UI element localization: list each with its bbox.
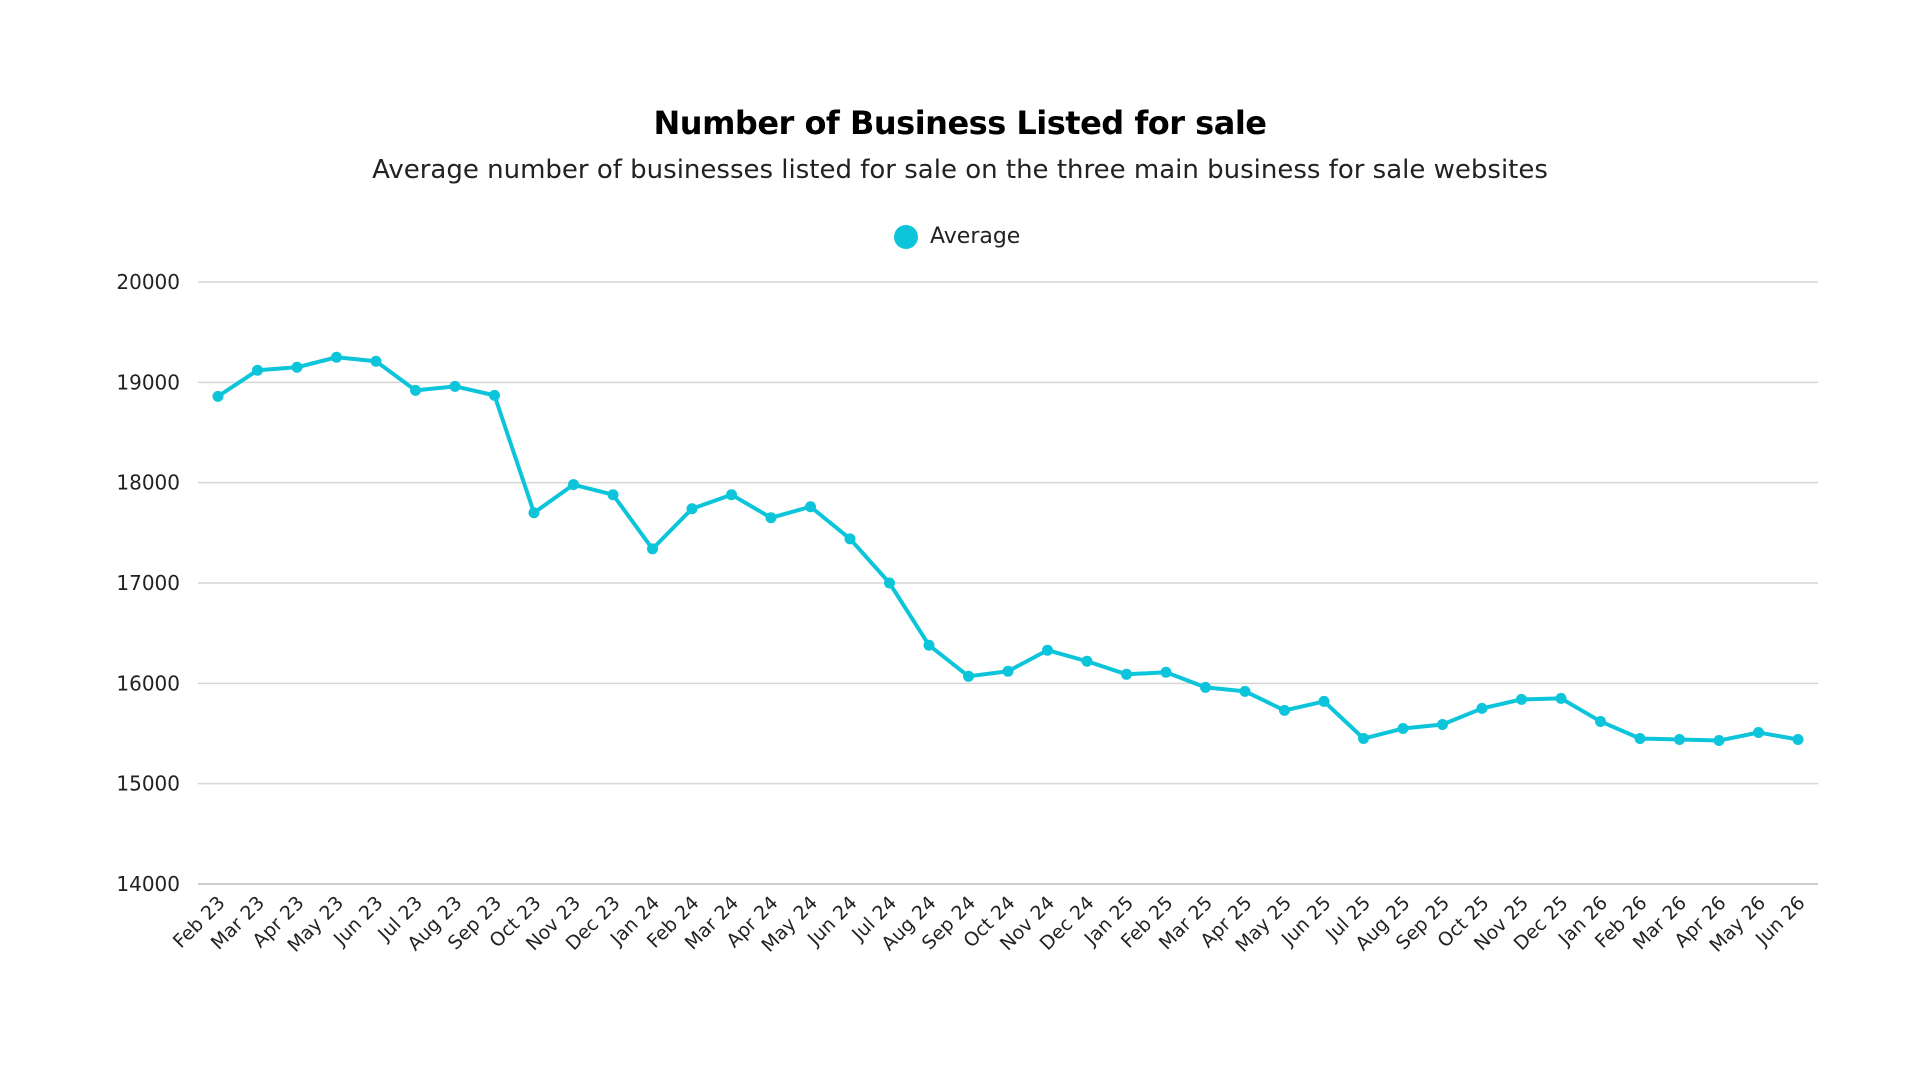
data-point — [568, 479, 579, 491]
data-point — [1121, 668, 1132, 680]
data-point — [1516, 693, 1527, 705]
data-point — [1555, 692, 1567, 704]
legend: Average — [894, 224, 1020, 249]
data-point — [1160, 666, 1172, 678]
data-point — [923, 639, 935, 651]
data-point — [1634, 733, 1646, 745]
data-point — [528, 507, 540, 519]
data-point — [1200, 681, 1211, 693]
data-point — [291, 361, 303, 373]
y-axis-ticks: 20000 19000 18000 17000 16000 15000 14000 — [116, 270, 180, 896]
data-point — [331, 351, 342, 363]
data-point — [1002, 665, 1014, 677]
grid-lines — [198, 281, 1818, 885]
data-point — [726, 489, 737, 501]
data-point — [370, 355, 382, 367]
data-point — [765, 512, 777, 524]
data-point — [884, 577, 895, 589]
data-point — [449, 380, 461, 392]
data-point — [489, 389, 500, 401]
data-point — [1476, 702, 1488, 714]
data-point — [1239, 685, 1251, 697]
legend-label-average: Average — [930, 224, 1021, 249]
y-tick-label: 16000 — [116, 671, 180, 695]
data-point — [1595, 715, 1606, 727]
data-point — [1042, 644, 1053, 656]
data-point — [1358, 733, 1369, 745]
data-point — [1081, 655, 1093, 667]
data-point — [1397, 722, 1409, 734]
data-point — [805, 501, 816, 513]
y-tick-label: 20000 — [116, 270, 180, 294]
data-point — [1437, 718, 1448, 730]
data-point — [844, 533, 856, 545]
data-point — [1713, 735, 1725, 747]
data-point — [1279, 704, 1290, 716]
data-point — [963, 670, 974, 682]
data-point — [212, 390, 224, 402]
data-point — [607, 489, 619, 501]
y-tick-label: 18000 — [116, 471, 180, 495]
y-tick-label: 17000 — [116, 571, 180, 595]
legend-swatch-average — [894, 224, 918, 249]
data-point — [1792, 734, 1804, 746]
data-point — [1674, 734, 1685, 746]
data-point — [686, 503, 698, 515]
data-point — [1753, 726, 1764, 738]
data-point — [1318, 695, 1330, 707]
y-tick-label: 19000 — [116, 370, 180, 394]
y-tick-label: 14000 — [116, 872, 180, 896]
data-point — [410, 384, 421, 396]
y-tick-label: 15000 — [116, 772, 180, 796]
data-point — [252, 364, 263, 376]
data-point — [647, 543, 658, 555]
series-average — [212, 351, 1804, 747]
chart-subtitle: Average number of businesses listed for … — [372, 155, 1548, 185]
chart-title: Number of Business Listed for sale — [653, 104, 1267, 142]
